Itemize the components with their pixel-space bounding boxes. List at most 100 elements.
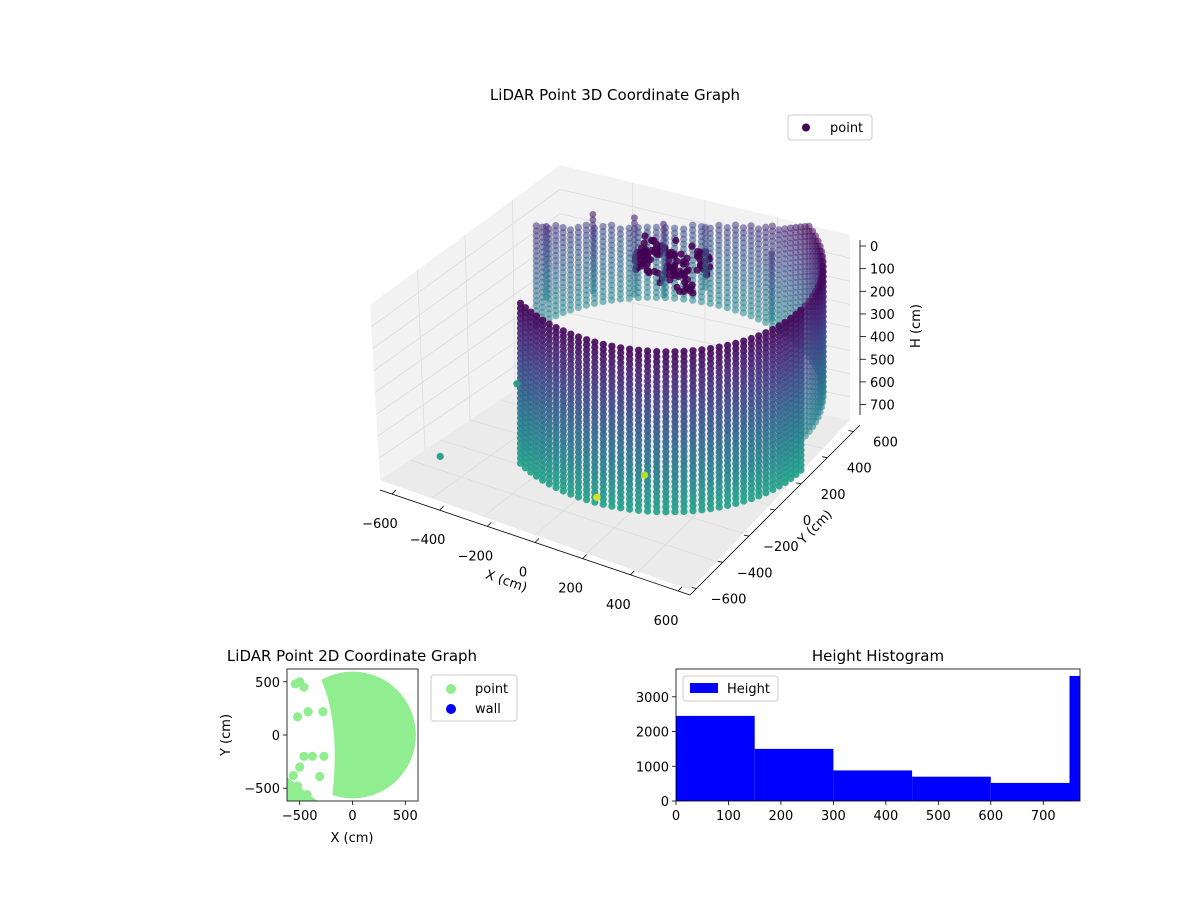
wall-point — [715, 226, 723, 234]
y-tick — [796, 482, 802, 485]
wall-point — [521, 349, 530, 357]
wall-point — [775, 271, 783, 279]
wall-point — [697, 298, 706, 306]
wall-point — [583, 351, 591, 359]
post-point — [768, 255, 776, 263]
wall-point — [724, 391, 732, 399]
wall-point — [698, 351, 706, 359]
wall-point — [635, 406, 643, 414]
wall-point — [715, 423, 723, 431]
wall-point — [559, 244, 567, 252]
wall-point — [671, 463, 679, 471]
wall-point — [787, 419, 795, 428]
wall-point — [740, 452, 748, 460]
wall-point — [574, 383, 583, 391]
wall-point — [732, 369, 740, 377]
y-tick — [743, 534, 749, 537]
wall-point — [732, 374, 740, 382]
wall-point — [559, 332, 567, 340]
wall-point — [775, 362, 783, 370]
wall-point — [754, 290, 763, 298]
wall-point — [567, 385, 575, 393]
wall-point — [747, 485, 756, 493]
wall-point — [591, 403, 599, 411]
wall-point — [533, 392, 541, 400]
wall-point — [545, 445, 553, 453]
wall-point — [533, 372, 541, 380]
wall-point — [707, 350, 715, 358]
wall-point — [599, 248, 607, 256]
wall-point — [680, 225, 688, 233]
x-tick — [582, 554, 587, 559]
wall-point — [724, 406, 732, 414]
wall-point — [635, 466, 643, 474]
wall-point — [723, 244, 731, 252]
wall-point — [747, 359, 756, 368]
wall-point — [769, 465, 777, 474]
wall-point — [626, 485, 634, 493]
wall-point — [616, 260, 625, 268]
wall-point — [608, 246, 616, 254]
wall-point — [532, 292, 540, 300]
wall-point — [552, 227, 560, 235]
wall-point — [754, 280, 763, 288]
wall-point — [533, 322, 541, 330]
wall-point — [539, 396, 547, 404]
z-tick-label: 0 — [870, 240, 878, 255]
wall-point — [707, 470, 715, 478]
interior-point — [641, 232, 649, 240]
wall-point — [635, 431, 643, 439]
wall-point — [754, 230, 763, 238]
wall-point — [653, 478, 661, 486]
wall-point — [707, 390, 715, 398]
post-point — [702, 278, 709, 286]
post-point — [589, 216, 597, 224]
wall-point — [787, 394, 795, 403]
x-tick-label-hist: 100 — [716, 809, 741, 824]
wall-point — [583, 391, 591, 399]
outlier-point — [436, 452, 444, 460]
wall-point — [617, 399, 625, 407]
wall-point — [755, 442, 763, 450]
wall-point — [532, 272, 540, 280]
wall-point — [608, 462, 616, 470]
wall-point — [689, 502, 697, 510]
wall-point — [616, 240, 625, 248]
wall-point — [599, 480, 607, 488]
wall-point — [567, 420, 575, 428]
wall-point — [644, 372, 652, 380]
wall-point — [559, 224, 567, 232]
wall-point — [689, 467, 697, 475]
wall-point — [608, 402, 616, 410]
wall-point — [707, 445, 715, 453]
wall-point — [567, 345, 575, 353]
wall-point — [762, 399, 770, 407]
wall-point — [617, 404, 625, 412]
wall-point — [732, 399, 740, 407]
wall-point — [706, 289, 714, 297]
wall-point — [781, 230, 789, 238]
wall-point — [739, 229, 748, 237]
wall-point — [762, 379, 770, 387]
wall-point — [644, 442, 652, 450]
wall-point — [747, 445, 756, 453]
wall-point — [781, 240, 789, 248]
wall-point — [608, 397, 616, 405]
wall-point — [707, 440, 715, 448]
wall-point — [787, 244, 795, 252]
wall-point — [521, 364, 530, 372]
wall-point — [781, 403, 789, 411]
wall-point — [671, 493, 679, 501]
wall-point — [626, 480, 634, 488]
wall-point — [545, 315, 553, 323]
post-point — [660, 269, 667, 277]
interior-point — [639, 259, 647, 267]
wall-point — [591, 423, 599, 431]
interior-point — [688, 281, 696, 289]
wall-point — [731, 221, 740, 229]
wall-point — [608, 392, 616, 400]
wall-point — [689, 492, 697, 500]
wall-point — [732, 389, 740, 397]
wall-point — [698, 471, 706, 479]
wall-point — [781, 443, 789, 451]
